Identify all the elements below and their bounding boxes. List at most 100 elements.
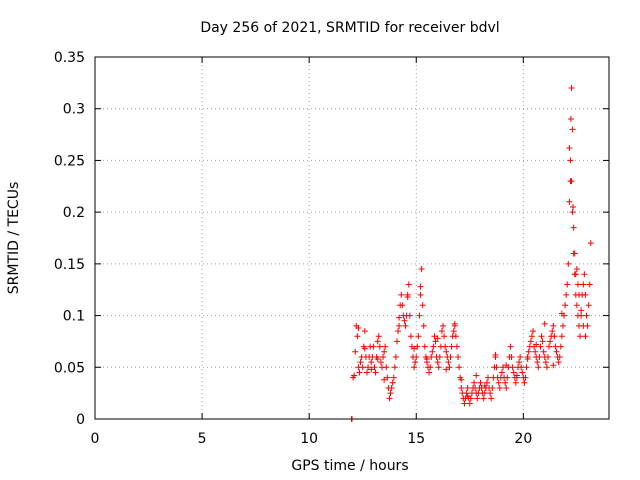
data-point: [507, 343, 514, 350]
data-point: [587, 240, 594, 247]
y-tick-label: 0.3: [63, 102, 85, 118]
data-point: [370, 343, 377, 350]
data-point: [359, 364, 366, 371]
data-point: [533, 341, 540, 348]
data-point: [566, 145, 573, 152]
data-point: [361, 345, 368, 352]
data-point: [481, 390, 488, 397]
data-point: [573, 266, 580, 273]
data-point: [474, 395, 481, 402]
data-point: [411, 364, 418, 371]
data-point: [528, 333, 535, 340]
data-point: [383, 364, 390, 371]
data-point: [427, 364, 434, 371]
data-point: [404, 293, 411, 300]
data-point: [537, 343, 544, 350]
data-point: [564, 281, 571, 288]
data-point: [436, 353, 443, 360]
data-point: [578, 312, 585, 319]
data-point: [498, 369, 505, 376]
data-point: [512, 379, 519, 386]
data-point: [574, 281, 581, 288]
data-point: [499, 364, 506, 371]
data-point: [451, 320, 458, 327]
data-point: [566, 198, 573, 205]
data-point: [538, 333, 545, 340]
data-point: [420, 322, 427, 329]
data-point: [558, 310, 565, 317]
data-point: [585, 302, 592, 309]
y-tick-label: 0: [76, 412, 85, 428]
data-point: [544, 353, 551, 360]
data-point: [361, 328, 368, 335]
data-point: [571, 250, 578, 257]
y-ticks: 0 0.05 0.1 0.15 0.2 0.25 0.3 0.35: [54, 50, 609, 428]
data-point: [443, 366, 450, 373]
data-point: [569, 209, 576, 216]
data-point: [522, 374, 529, 381]
data-point: [365, 364, 372, 371]
data-point: [441, 333, 448, 340]
data-point: [377, 359, 384, 366]
data-point: [355, 324, 362, 331]
data-point: [374, 338, 381, 345]
data-point: [464, 384, 471, 391]
data-point: [477, 379, 484, 386]
data-point: [504, 374, 511, 381]
data-point: [419, 302, 426, 309]
data-point: [555, 359, 562, 366]
data-point: [492, 351, 499, 358]
data-point: [438, 328, 445, 335]
data-point: [429, 348, 436, 355]
data-point: [535, 364, 542, 371]
data-point: [363, 369, 370, 376]
data-point: [456, 364, 463, 371]
y-tick-label: 0.35: [54, 50, 85, 66]
data-point: [549, 328, 556, 335]
data-point: [432, 338, 439, 345]
data-point: [529, 328, 536, 335]
data-point: [480, 395, 487, 402]
data-point: [435, 364, 442, 371]
data-point: [552, 343, 559, 350]
data-point: [398, 291, 405, 298]
x-tick-label: 20: [514, 431, 532, 447]
data-point: [448, 343, 455, 350]
data-point: [434, 359, 441, 366]
data-point: [405, 281, 412, 288]
data-point: [541, 320, 548, 327]
data-point: [407, 333, 414, 340]
data-point: [551, 333, 558, 340]
data-point: [562, 302, 569, 309]
data-point: [458, 384, 465, 391]
data-point: [509, 364, 516, 371]
data-point: [523, 364, 530, 371]
data-point: [527, 338, 534, 345]
data-point: [558, 333, 565, 340]
data-point: [489, 384, 496, 391]
data-point: [572, 271, 579, 278]
data-point: [524, 356, 531, 363]
data-points: [348, 85, 594, 422]
data-point: [440, 322, 447, 329]
data-point: [426, 369, 433, 376]
data-point: [543, 364, 550, 371]
data-point: [502, 379, 509, 386]
data-point: [517, 353, 524, 360]
data-point: [392, 353, 399, 360]
data-point: [540, 348, 547, 355]
data-point: [547, 338, 554, 345]
data-point: [532, 348, 539, 355]
data-point: [582, 333, 589, 340]
data-point: [357, 359, 364, 366]
x-axis-label: GPS time / hours: [291, 458, 408, 474]
data-point: [466, 400, 473, 407]
data-point: [577, 333, 584, 340]
data-point: [386, 395, 393, 402]
data-point: [396, 322, 403, 329]
data-point: [542, 359, 549, 366]
data-point: [354, 333, 361, 340]
data-point: [374, 356, 381, 363]
data-point: [516, 359, 523, 366]
data-point: [568, 85, 575, 92]
